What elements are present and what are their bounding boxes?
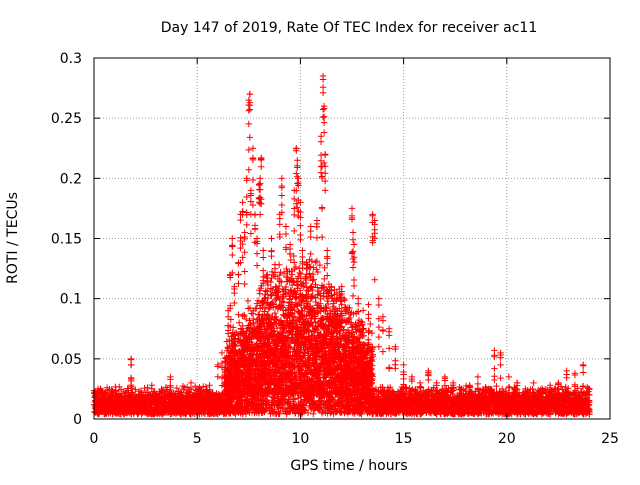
chart-title: Day 147 of 2019, Rate Of TEC Index for r… — [161, 20, 537, 36]
data-point — [317, 262, 323, 268]
data-point — [247, 305, 253, 311]
x-axis-label: GPS time / hours — [290, 458, 407, 474]
data-points — [91, 73, 593, 418]
data-point — [180, 383, 186, 389]
data-point — [276, 411, 282, 417]
y-axis-label: ROTI / TECUs — [5, 192, 21, 284]
data-point — [297, 270, 303, 276]
data-point — [277, 269, 283, 275]
data-point — [141, 385, 147, 391]
data-point — [257, 290, 263, 296]
